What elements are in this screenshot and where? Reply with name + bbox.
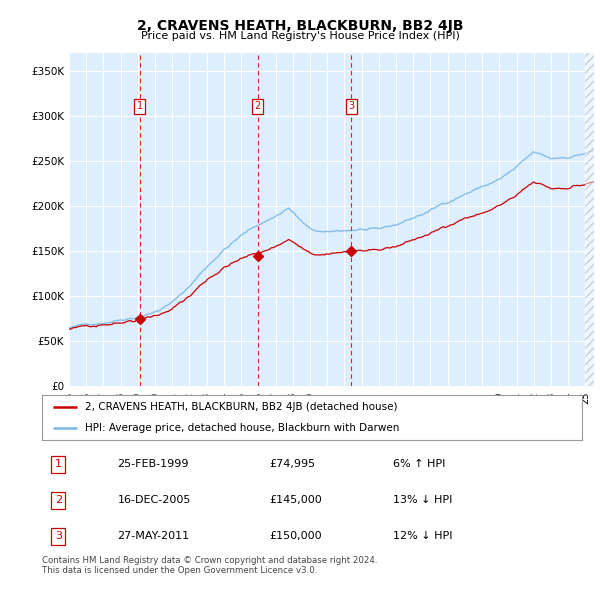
Text: £74,995: £74,995: [269, 460, 315, 469]
Text: 1: 1: [55, 460, 62, 469]
Text: 12% ↓ HPI: 12% ↓ HPI: [393, 532, 452, 542]
Text: 13% ↓ HPI: 13% ↓ HPI: [393, 496, 452, 506]
Text: 16-DEC-2005: 16-DEC-2005: [118, 496, 191, 506]
Text: 6% ↑ HPI: 6% ↑ HPI: [393, 460, 445, 469]
Text: 27-MAY-2011: 27-MAY-2011: [118, 532, 190, 542]
Text: 2, CRAVENS HEATH, BLACKBURN, BB2 4JB (detached house): 2, CRAVENS HEATH, BLACKBURN, BB2 4JB (de…: [85, 402, 398, 412]
Text: 3: 3: [55, 532, 62, 542]
Text: 2: 2: [254, 101, 261, 112]
Text: 25-FEB-1999: 25-FEB-1999: [118, 460, 189, 469]
Text: HPI: Average price, detached house, Blackburn with Darwen: HPI: Average price, detached house, Blac…: [85, 422, 400, 432]
Text: £145,000: £145,000: [269, 496, 322, 506]
Text: Contains HM Land Registry data © Crown copyright and database right 2024.
This d: Contains HM Land Registry data © Crown c…: [42, 556, 377, 575]
Text: 2, CRAVENS HEATH, BLACKBURN, BB2 4JB: 2, CRAVENS HEATH, BLACKBURN, BB2 4JB: [137, 19, 463, 33]
Text: 2: 2: [55, 496, 62, 506]
Text: £150,000: £150,000: [269, 532, 322, 542]
Text: 3: 3: [349, 101, 355, 112]
Text: Price paid vs. HM Land Registry's House Price Index (HPI): Price paid vs. HM Land Registry's House …: [140, 31, 460, 41]
Text: 1: 1: [137, 101, 143, 112]
